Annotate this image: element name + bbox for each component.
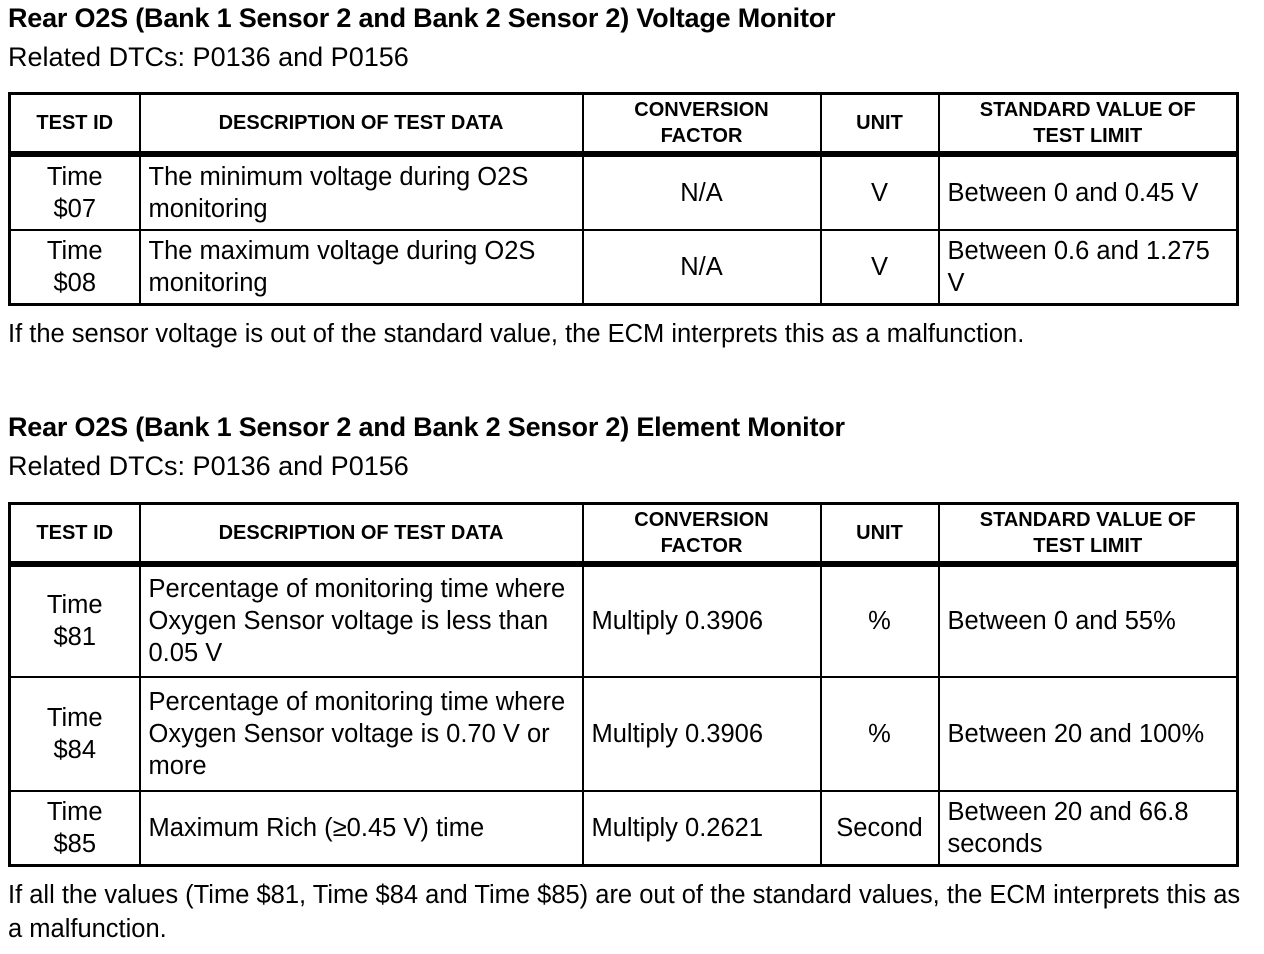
voltage-monitor-related-dtcs: Related DTCs: P0136 and P0156 xyxy=(8,42,409,72)
header-test-id: TEST ID xyxy=(8,502,141,565)
cell-description: The maximum voltage during O2S monitorin… xyxy=(138,228,584,306)
header-unit: UNIT xyxy=(819,502,940,565)
header-conversion-factor: CONVERSION FACTOR xyxy=(581,92,822,155)
cell-conversion-factor: Multiply 0.3906 xyxy=(581,675,822,792)
table-header-row: TEST ID DESCRIPTION OF TEST DATA CONVERSIO… xyxy=(8,92,1239,155)
cell-description: Percentage of monitoring time where Oxyg… xyxy=(138,562,584,678)
cell-standard-value: Between 20 and 66.8 seconds xyxy=(937,789,1239,867)
cell-unit: % xyxy=(819,562,940,678)
voltage-monitor-note: If the sensor voltage is out of the stan… xyxy=(8,320,1025,348)
header-unit: UNIT xyxy=(819,92,940,155)
cell-conversion-factor: Multiply 0.3906 xyxy=(581,562,822,678)
cell-description: Maximum Rich (≥0.45 V) time xyxy=(138,789,584,867)
cell-unit: Second xyxy=(819,789,940,867)
cell-unit: % xyxy=(819,675,940,792)
cell-unit: V xyxy=(819,228,940,306)
header-conversion-factor: CONVERSION FACTOR xyxy=(581,502,822,565)
header-standard-value: STANDARD VALUE OF TEST LIMIT xyxy=(937,92,1239,155)
table-row: Time $07 The minimum voltage during O2S m… xyxy=(8,152,1239,231)
cell-standard-value: Between 20 and 100% xyxy=(937,675,1239,792)
element-monitor-table: TEST ID DESCRIPTION OF TEST DATA CONVERSIO… xyxy=(8,502,1239,867)
cell-conversion-factor: N/A xyxy=(581,152,822,231)
header-standard-value: STANDARD VALUE OF TEST LIMIT xyxy=(937,502,1239,565)
element-monitor-related-dtcs: Related DTCs: P0136 and P0156 xyxy=(8,451,409,481)
cell-standard-value: Between 0 and 0.45 V xyxy=(937,152,1239,231)
cell-description: Percentage of monitoring time where Oxyg… xyxy=(138,675,584,792)
voltage-monitor-title: Rear O2S (Bank 1 Sensor 2 and Bank 2 Sen… xyxy=(8,3,836,33)
header-test-id: TEST ID xyxy=(8,92,141,155)
cell-test-id: Time $81 xyxy=(8,562,141,678)
cell-standard-value: Between 0 and 55% xyxy=(937,562,1239,678)
cell-standard-value: Between 0.6 and 1.275 V xyxy=(937,228,1239,306)
header-description: DESCRIPTION OF TEST DATA xyxy=(138,502,584,565)
cell-conversion-factor: Multiply 0.2621 xyxy=(581,789,822,867)
cell-test-id: Time $08 xyxy=(8,228,141,306)
cell-conversion-factor: N/A xyxy=(581,228,822,306)
voltage-monitor-table: TEST ID DESCRIPTION OF TEST DATA CONVERSIO… xyxy=(8,92,1239,306)
element-monitor-title: Rear O2S (Bank 1 Sensor 2 and Bank 2 Sen… xyxy=(8,412,845,442)
cell-test-id: Time $84 xyxy=(8,675,141,792)
table-header-row: TEST ID DESCRIPTION OF TEST DATA CONVERSIO… xyxy=(8,502,1239,565)
header-description: DESCRIPTION OF TEST DATA xyxy=(138,92,584,155)
cell-test-id: Time $85 xyxy=(8,789,141,867)
element-monitor-note: If all the values (Time $81, Time $84 an… xyxy=(8,881,1241,943)
table-row: Time $84 Percentage of monitoring time wh… xyxy=(8,675,1239,792)
cell-unit: V xyxy=(819,152,940,231)
table-row: Time $08 The maximum voltage during O2S m… xyxy=(8,228,1239,306)
table-row: Time $85 Maximum Rich (≥0.45 V) time Multi… xyxy=(8,789,1239,867)
cell-test-id: Time $07 xyxy=(8,152,141,231)
cell-description: The minimum voltage during O2S monitorin… xyxy=(138,152,584,231)
table-row: Time $81 Percentage of monitoring time wh… xyxy=(8,562,1239,678)
